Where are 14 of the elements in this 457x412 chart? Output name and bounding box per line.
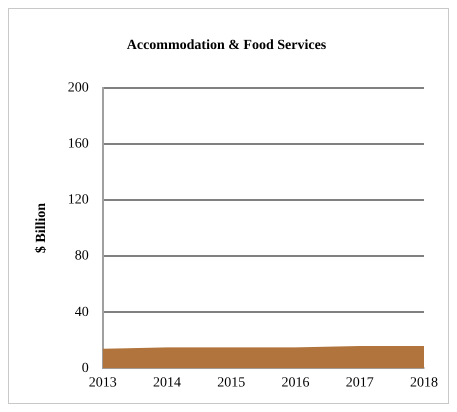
y-axis-title: $ Billion <box>34 202 50 254</box>
x-tick-label: 2017 <box>346 375 374 390</box>
y-tick-label: 0 <box>82 360 89 376</box>
y-tick-label: 200 <box>68 80 89 96</box>
y-tick-label: 80 <box>74 248 89 264</box>
x-tick-label: 2015 <box>217 375 246 390</box>
y-tick-label: 120 <box>68 192 89 208</box>
x-tick-label: 2013 <box>88 375 117 390</box>
x-tick-label: 2016 <box>282 375 310 390</box>
chart-title: Accommodation & Food Services <box>126 38 327 54</box>
x-tick-label: 2018 <box>410 375 438 390</box>
x-tick-label: 2014 <box>153 375 182 390</box>
y-tick-label: 160 <box>68 136 89 152</box>
y-tick-label: 40 <box>74 304 89 320</box>
